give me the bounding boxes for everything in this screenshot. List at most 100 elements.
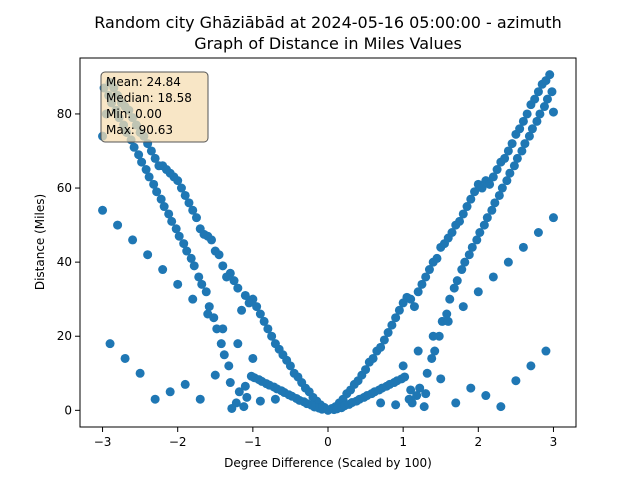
data-point-265 bbox=[413, 346, 423, 356]
data-point-200 bbox=[171, 224, 181, 234]
data-point-35 bbox=[391, 313, 401, 323]
data-point-256 bbox=[150, 394, 160, 404]
x-tick-label: 2 bbox=[474, 435, 482, 449]
data-point-81 bbox=[477, 183, 487, 193]
data-point-90 bbox=[154, 161, 164, 171]
data-point-175 bbox=[430, 346, 440, 356]
data-point-240 bbox=[270, 394, 280, 404]
data-point-171 bbox=[422, 368, 432, 378]
data-point-172 bbox=[224, 361, 234, 371]
y-tick-label: 60 bbox=[57, 181, 72, 195]
y-axis-ticks: 0 20 40 60 80 bbox=[57, 107, 80, 417]
data-point-170 bbox=[227, 403, 237, 413]
data-point-279 bbox=[518, 242, 528, 252]
data-point-105 bbox=[522, 109, 532, 119]
data-point-242 bbox=[255, 396, 265, 406]
data-point-266 bbox=[233, 339, 243, 349]
data-point-42 bbox=[244, 298, 254, 308]
data-point-109 bbox=[530, 94, 540, 104]
data-point-239 bbox=[376, 398, 386, 408]
data-point-78 bbox=[176, 183, 186, 193]
chart-title-line-1: Random city Ghāziābād at 2024-05-16 05:0… bbox=[94, 13, 561, 32]
data-point-31 bbox=[383, 328, 393, 338]
data-point-231 bbox=[535, 109, 545, 119]
stats-box: Mean: 24.84 Median: 18.58 Min: 0.00 Max:… bbox=[100, 71, 209, 143]
data-point-29 bbox=[379, 335, 389, 345]
data-point-202 bbox=[167, 216, 177, 226]
data-point-92 bbox=[150, 153, 160, 163]
data-point-204 bbox=[164, 209, 174, 219]
data-point-264 bbox=[248, 353, 258, 363]
data-point-217 bbox=[509, 161, 519, 171]
data-point-167 bbox=[415, 383, 425, 393]
data-point-212 bbox=[149, 179, 159, 189]
data-point-192 bbox=[186, 253, 196, 263]
data-point-173 bbox=[427, 353, 437, 363]
data-point-223 bbox=[520, 139, 530, 149]
data-point-272 bbox=[188, 294, 198, 304]
data-point-245 bbox=[421, 389, 431, 399]
stats-max: Max: 90.63 bbox=[106, 123, 173, 137]
data-point-227 bbox=[527, 124, 537, 134]
data-point-75 bbox=[466, 194, 476, 204]
data-point-208 bbox=[156, 194, 166, 204]
x-tick-label: −3 bbox=[94, 435, 112, 449]
data-point-94 bbox=[146, 146, 156, 156]
data-point-185 bbox=[449, 283, 459, 293]
data-point-72 bbox=[188, 205, 198, 215]
data-point-243 bbox=[406, 385, 416, 395]
data-point-166 bbox=[234, 387, 244, 397]
data-point-261 bbox=[541, 346, 551, 356]
data-point-195 bbox=[467, 242, 477, 252]
data-point-283 bbox=[548, 213, 558, 223]
data-point-53 bbox=[424, 265, 434, 275]
data-point-247 bbox=[436, 374, 446, 384]
data-point-74 bbox=[184, 198, 194, 208]
data-point-201 bbox=[479, 220, 489, 230]
data-point-189 bbox=[457, 265, 467, 275]
data-point-190 bbox=[189, 261, 199, 271]
x-axis-label: Degree Difference (Scaled by 100) bbox=[224, 456, 432, 470]
data-point-203 bbox=[482, 213, 492, 223]
data-point-267 bbox=[428, 331, 438, 341]
y-tick-label: 40 bbox=[57, 255, 72, 269]
data-point-33 bbox=[387, 320, 397, 330]
data-point-19 bbox=[361, 365, 371, 375]
data-point-181 bbox=[442, 309, 452, 319]
data-point-269 bbox=[443, 316, 453, 326]
data-point-30 bbox=[267, 331, 277, 341]
data-point-186 bbox=[197, 279, 207, 289]
data-point-262 bbox=[105, 339, 115, 349]
data-point-45 bbox=[409, 302, 419, 312]
data-point-68 bbox=[195, 224, 205, 234]
data-point-207 bbox=[490, 198, 500, 208]
data-point-103 bbox=[518, 116, 528, 126]
data-point-70 bbox=[191, 213, 201, 223]
data-point-77 bbox=[470, 187, 480, 197]
data-point-160 bbox=[246, 371, 256, 381]
data-point-248 bbox=[210, 370, 220, 380]
data-point-233 bbox=[539, 102, 549, 112]
data-point-44 bbox=[240, 290, 250, 300]
data-point-237 bbox=[547, 87, 557, 97]
data-point-101 bbox=[515, 124, 525, 134]
data-point-32 bbox=[263, 324, 273, 334]
data-point-43 bbox=[406, 294, 416, 304]
data-point-218 bbox=[137, 157, 147, 167]
data-point-251 bbox=[466, 383, 476, 393]
data-point-197 bbox=[472, 235, 482, 245]
data-point-176 bbox=[216, 339, 226, 349]
data-point-23 bbox=[368, 353, 378, 363]
data-point-213 bbox=[502, 176, 512, 186]
data-point-89 bbox=[492, 165, 502, 175]
data-point-216 bbox=[141, 165, 151, 175]
x-tick-label: 1 bbox=[399, 435, 407, 449]
data-point-246 bbox=[225, 378, 235, 388]
data-point-182 bbox=[204, 302, 214, 312]
data-point-225 bbox=[524, 131, 534, 141]
data-point-162 bbox=[242, 392, 252, 402]
data-point-187 bbox=[452, 276, 462, 286]
y-tick-label: 20 bbox=[57, 329, 72, 343]
data-point-46 bbox=[237, 305, 247, 315]
